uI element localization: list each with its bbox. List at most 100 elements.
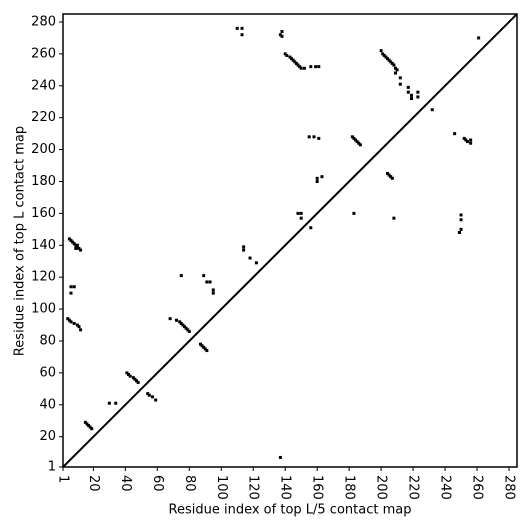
contact-point	[205, 280, 209, 284]
contact-point	[459, 213, 463, 217]
contact-point	[154, 398, 158, 402]
contact-point	[179, 274, 183, 278]
contact-point	[317, 65, 321, 69]
diagonal	[62, 13, 518, 468]
contact-point	[288, 55, 292, 59]
contact-point	[291, 58, 295, 62]
contact-point	[200, 344, 204, 348]
y-tick-label: 100	[31, 302, 56, 317]
contact-point	[69, 291, 73, 295]
y-tick-label: 60	[39, 365, 56, 380]
contact-point	[387, 58, 391, 62]
contact-point	[389, 175, 393, 179]
contact-point	[147, 393, 151, 397]
contact-point	[469, 138, 473, 142]
contact-point	[387, 173, 391, 177]
contact-point	[386, 172, 390, 176]
contact-point	[74, 243, 78, 247]
contact-point	[72, 321, 76, 325]
contact-point	[79, 328, 83, 332]
contact-point	[465, 140, 469, 144]
contact-point	[406, 85, 410, 89]
y-tick-label: 180	[31, 174, 56, 189]
contact-point	[394, 66, 398, 70]
contact-point	[75, 323, 79, 327]
contact-point	[294, 61, 298, 65]
contact-point	[85, 422, 89, 426]
contact-point	[382, 53, 386, 57]
contact-point	[296, 63, 300, 67]
contact-point	[135, 379, 139, 383]
contact-point	[394, 71, 398, 75]
y-tick-label: 80	[39, 333, 56, 348]
contact-point	[469, 141, 473, 145]
contact-point	[307, 135, 311, 139]
x-tick-label: 100	[214, 475, 229, 500]
y-tick-label: 140	[31, 238, 56, 253]
contact-point	[211, 291, 215, 295]
contact-point	[254, 261, 258, 265]
contact-point	[352, 211, 356, 215]
y-axis-label: Residue index of top L contact map	[13, 126, 28, 356]
contact-point	[477, 36, 481, 40]
contact-point	[131, 376, 135, 380]
contact-point	[205, 349, 209, 353]
contact-point	[392, 216, 396, 220]
contact-point	[459, 218, 463, 222]
contact-point	[299, 216, 303, 220]
contact-point	[358, 143, 362, 147]
contact-point	[392, 63, 396, 67]
contact-point	[453, 132, 457, 136]
contact-point	[198, 342, 202, 346]
contact-point	[83, 420, 87, 424]
contact-point	[67, 237, 71, 241]
contact-point	[395, 68, 399, 72]
contact-point	[235, 26, 239, 30]
contact-point	[114, 401, 118, 405]
contact-point	[151, 395, 155, 399]
contact-point	[69, 285, 73, 289]
x-tick-label: 1	[56, 475, 71, 483]
contact-point	[136, 380, 140, 384]
contact-point	[211, 288, 215, 292]
contact-point	[77, 325, 81, 329]
contact-point	[416, 90, 420, 94]
contact-point	[315, 179, 319, 183]
contact-point	[406, 90, 410, 94]
contact-point	[72, 242, 76, 246]
contact-point	[69, 320, 73, 324]
contact-point	[128, 374, 132, 378]
contact-point	[459, 227, 463, 231]
contact-point	[320, 175, 324, 179]
contact-point	[398, 82, 402, 86]
contact-point	[66, 317, 70, 321]
x-tick-label: 180	[342, 475, 357, 500]
contact-point	[278, 455, 282, 459]
contact-point	[357, 141, 361, 145]
contact-point	[409, 97, 413, 101]
contact-point	[398, 76, 402, 80]
y-tick-label: 20	[39, 429, 56, 444]
contact-point	[298, 65, 302, 69]
contact-point	[125, 371, 129, 375]
contact-point	[381, 52, 385, 56]
plot-frame	[62, 13, 518, 468]
contact-point	[296, 211, 300, 215]
x-tick-label: 260	[470, 475, 485, 500]
contact-point	[202, 274, 206, 278]
contact-point	[181, 323, 185, 327]
contact-point	[72, 285, 76, 289]
y-tick-label: 1	[48, 460, 56, 475]
contact-point	[242, 248, 246, 252]
y-tick-label: 220	[31, 110, 56, 125]
contact-point	[290, 57, 294, 61]
contact-point	[240, 33, 244, 37]
contact-point	[350, 135, 354, 139]
contact-point	[409, 93, 413, 97]
contact-point	[67, 318, 71, 322]
contact-point	[299, 66, 303, 70]
contact-point	[352, 136, 356, 140]
contact-point	[416, 95, 420, 99]
contact-point	[179, 321, 183, 325]
contact-point	[464, 138, 468, 142]
